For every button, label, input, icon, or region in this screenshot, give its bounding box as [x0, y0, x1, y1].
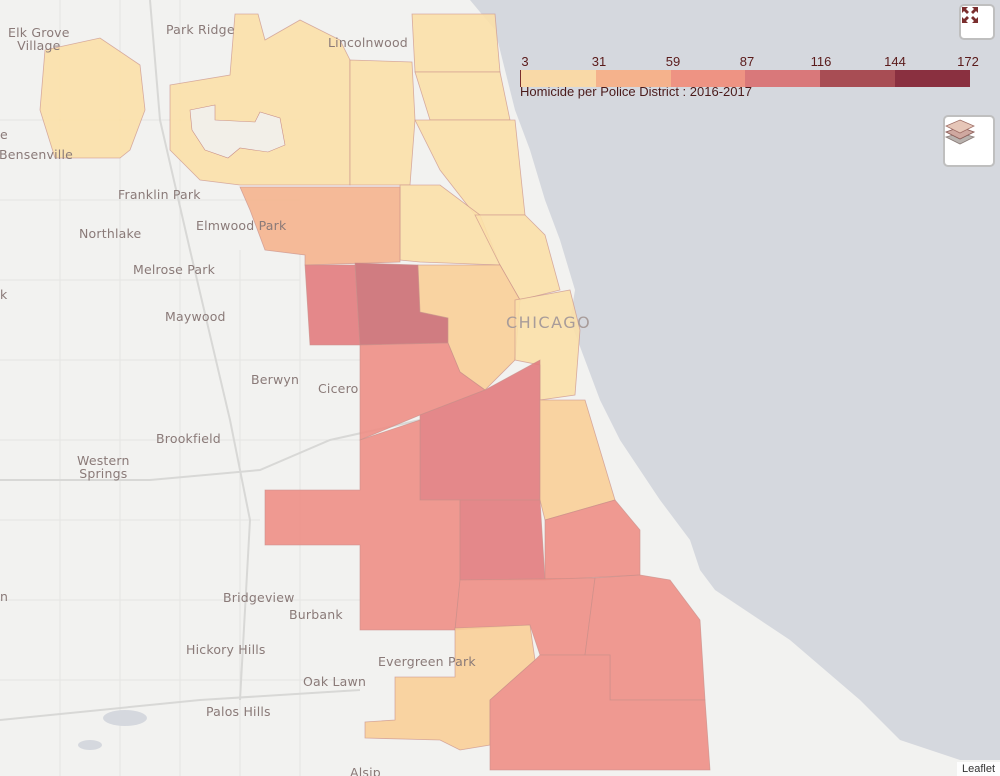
legend-color-segment [745, 70, 821, 87]
legend-tick: 116 [810, 54, 832, 69]
lake-michigan [470, 0, 1000, 760]
place-edge-k: k [0, 287, 8, 302]
choropleth-legend: 3 31 59 87 116 144 172 Homicide per Poli… [520, 54, 979, 99]
legend-tick: 59 [665, 54, 681, 69]
layers-icon [945, 119, 975, 145]
legend-tick: 87 [739, 54, 755, 69]
fullscreen-button[interactable] [959, 4, 995, 40]
legend-tick: 3 [521, 54, 529, 69]
legend-color-segment [521, 70, 596, 87]
district-west-dark [304, 264, 361, 346]
district-sw-3 [459, 499, 546, 581]
place-lincolnwood: Lincolnwood [328, 35, 408, 50]
legend-tick: 172 [957, 54, 979, 69]
place-elk-grove-village: Elk Grove Village [8, 25, 70, 53]
legend-color-segment [820, 70, 896, 87]
legend-tick: 31 [591, 54, 607, 69]
layers-button[interactable] [943, 115, 995, 167]
place-bridgeview: Bridgeview [223, 590, 295, 605]
legend-title: Homicide per Police District : 2016-2017 [520, 84, 752, 99]
district-north-1 [349, 59, 416, 186]
district-north-2 [411, 13, 501, 73]
leaflet-attribution[interactable]: Leaflet [956, 762, 1000, 776]
place-oak-lawn: Oak Lawn [303, 674, 367, 689]
place-berwyn: Berwyn [251, 372, 300, 387]
place-elmwood-park: Elmwood Park [196, 218, 287, 233]
ohare-airport [189, 104, 286, 159]
place-chicago: CHICAGO [506, 313, 592, 332]
place-bottom-partial: Alsip [350, 765, 381, 776]
legend-color-bar [520, 70, 970, 87]
place-evergreen-park: Evergreen Park [378, 654, 476, 669]
district-west-orange [239, 186, 401, 266]
district-ohare-west [39, 37, 146, 159]
place-burbank: Burbank [289, 607, 343, 622]
legend-color-segment [895, 70, 970, 87]
place-cicero: Cicero [318, 381, 359, 396]
place-western-springs: Western Springs [77, 453, 130, 481]
district-loop [514, 289, 581, 401]
district-north-3 [414, 71, 511, 121]
place-northlake: Northlake [79, 226, 142, 241]
legend-ticks: 3 31 59 87 116 144 172 [520, 54, 978, 69]
district-se-1 [544, 499, 641, 581]
district-far-south [489, 654, 711, 771]
place-melrose-park: Melrose Park [133, 262, 216, 277]
place-franklin-park: Franklin Park [118, 187, 201, 202]
place-bensenville: Bensenville [0, 147, 74, 162]
place-edge-n: n [0, 589, 9, 604]
fullscreen-icon [962, 7, 978, 23]
legend-tick: 144 [884, 54, 906, 69]
legend-color-segment [670, 70, 746, 87]
place-palos-hills: Palos Hills [206, 704, 271, 719]
place-maywood: Maywood [165, 309, 226, 324]
place-park-ridge: Park Ridge [166, 22, 235, 37]
place-edge-e: e [0, 127, 8, 142]
legend-color-segment [595, 70, 671, 87]
place-hickory-hills: Hickory Hills [186, 642, 266, 657]
place-brookfield: Brookfield [156, 431, 221, 446]
